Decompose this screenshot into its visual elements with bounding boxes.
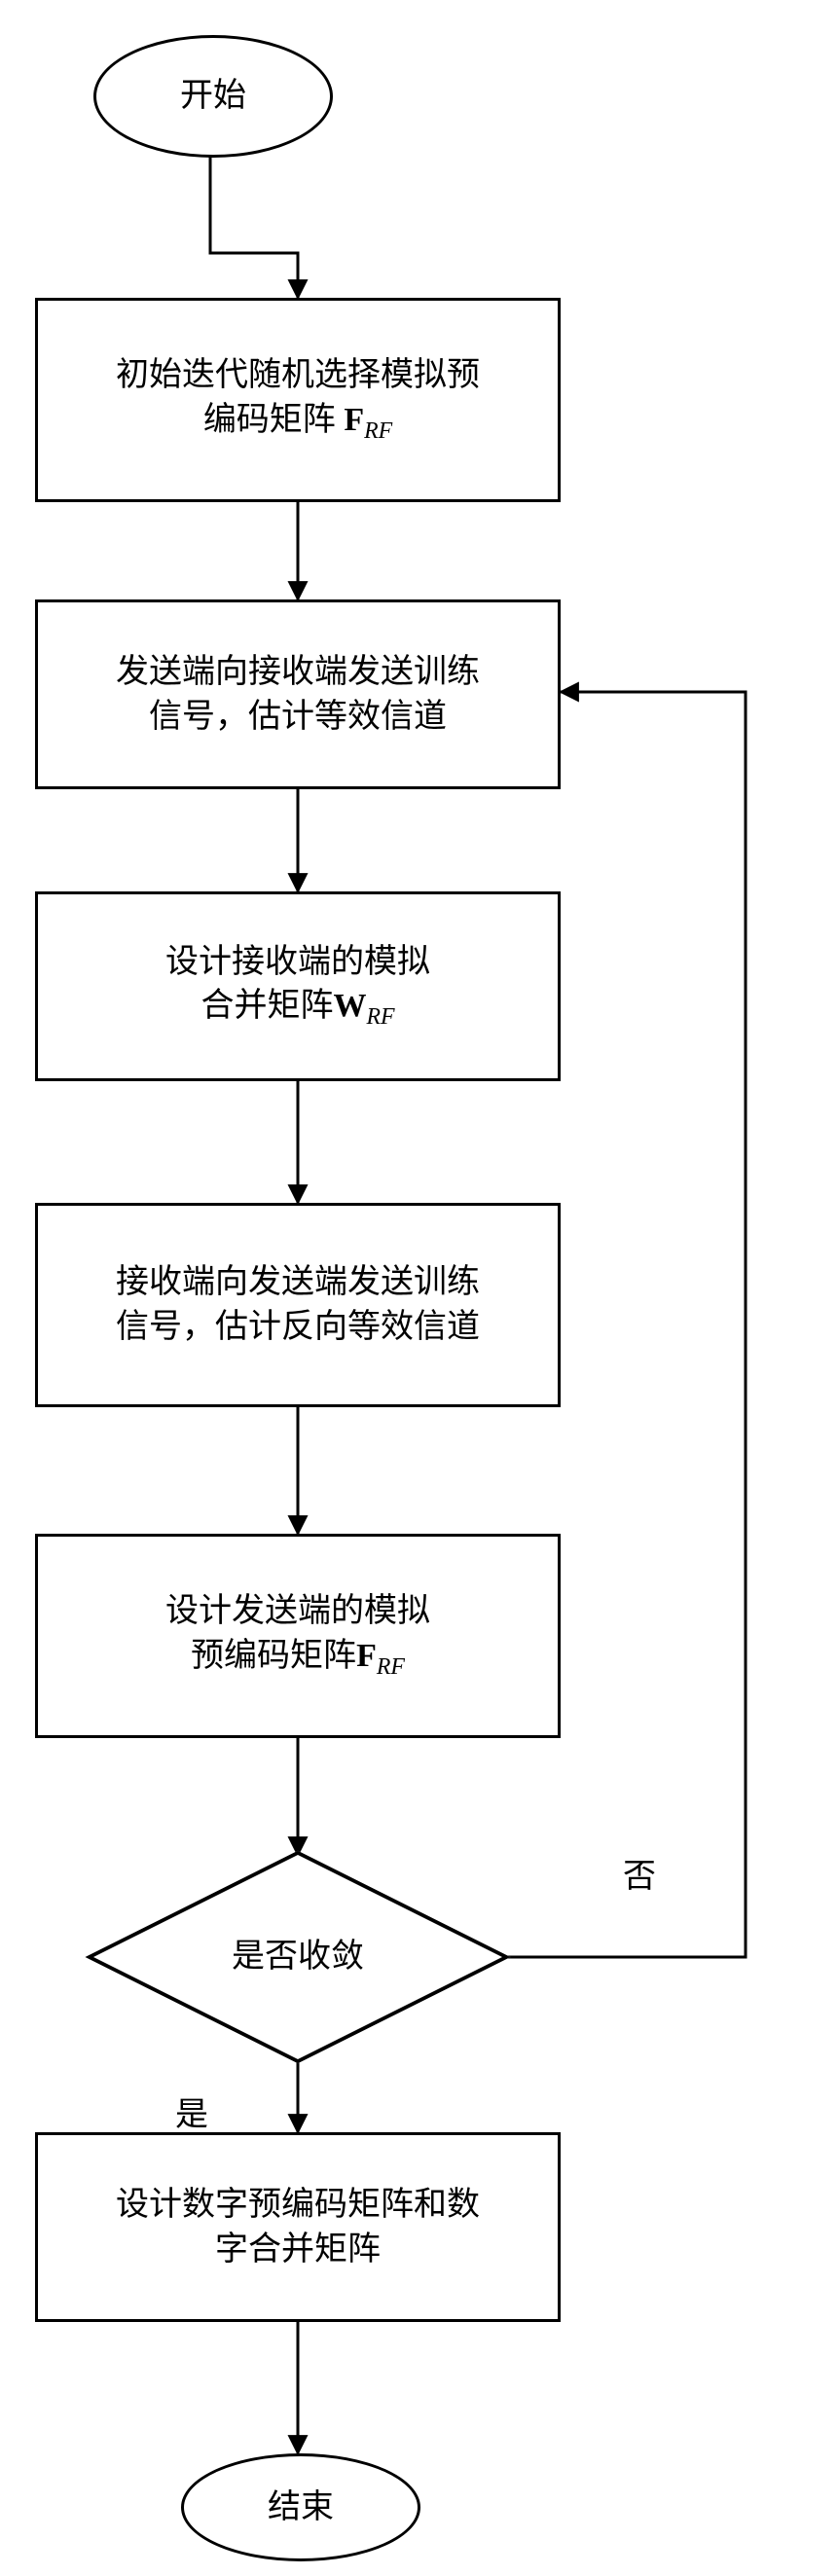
proc-1-init-random-frf: 初始迭代随机选择模拟预编码矩阵 FRF bbox=[35, 298, 561, 502]
proc-2-send-train-est-channel: 发送端向接收端发送训练信号，估计等效信道 bbox=[35, 599, 561, 789]
end-label: 结束 bbox=[268, 2485, 334, 2530]
start-label: 开始 bbox=[180, 74, 246, 119]
proc-5-design-frf: 设计发送端的模拟预编码矩阵FRF bbox=[35, 1534, 561, 1738]
proc-6-design-digital: 设计数字预编码矩阵和数字合并矩阵 bbox=[35, 2132, 561, 2322]
decision-label: 是否收敛 bbox=[232, 1935, 364, 1979]
end-terminal: 结束 bbox=[181, 2453, 420, 2561]
proc-4-text: 接收端向发送端发送训练信号，估计反向等效信道 bbox=[116, 1260, 480, 1350]
proc-3-design-wrf: 设计接收端的模拟合并矩阵WRF bbox=[35, 891, 561, 1081]
proc-2-text: 发送端向接收端发送训练信号，估计等效信道 bbox=[116, 650, 480, 740]
proc-6-text: 设计数字预编码矩阵和数字合并矩阵 bbox=[116, 2183, 480, 2272]
decision-converged: 是否收敛 bbox=[93, 1855, 502, 2059]
proc-3-text: 设计接收端的模拟合并矩阵WRF bbox=[165, 940, 430, 1034]
proc-5-text: 设计发送端的模拟预编码矩阵FRF bbox=[165, 1589, 430, 1683]
start-terminal: 开始 bbox=[93, 35, 333, 158]
proc-4-reverse-train: 接收端向发送端发送训练信号，估计反向等效信道 bbox=[35, 1203, 561, 1407]
label-no: 否 bbox=[623, 1855, 656, 1900]
label-yes: 是 bbox=[175, 2093, 208, 2138]
proc-1-text: 初始迭代随机选择模拟预编码矩阵 FRF bbox=[116, 353, 480, 447]
